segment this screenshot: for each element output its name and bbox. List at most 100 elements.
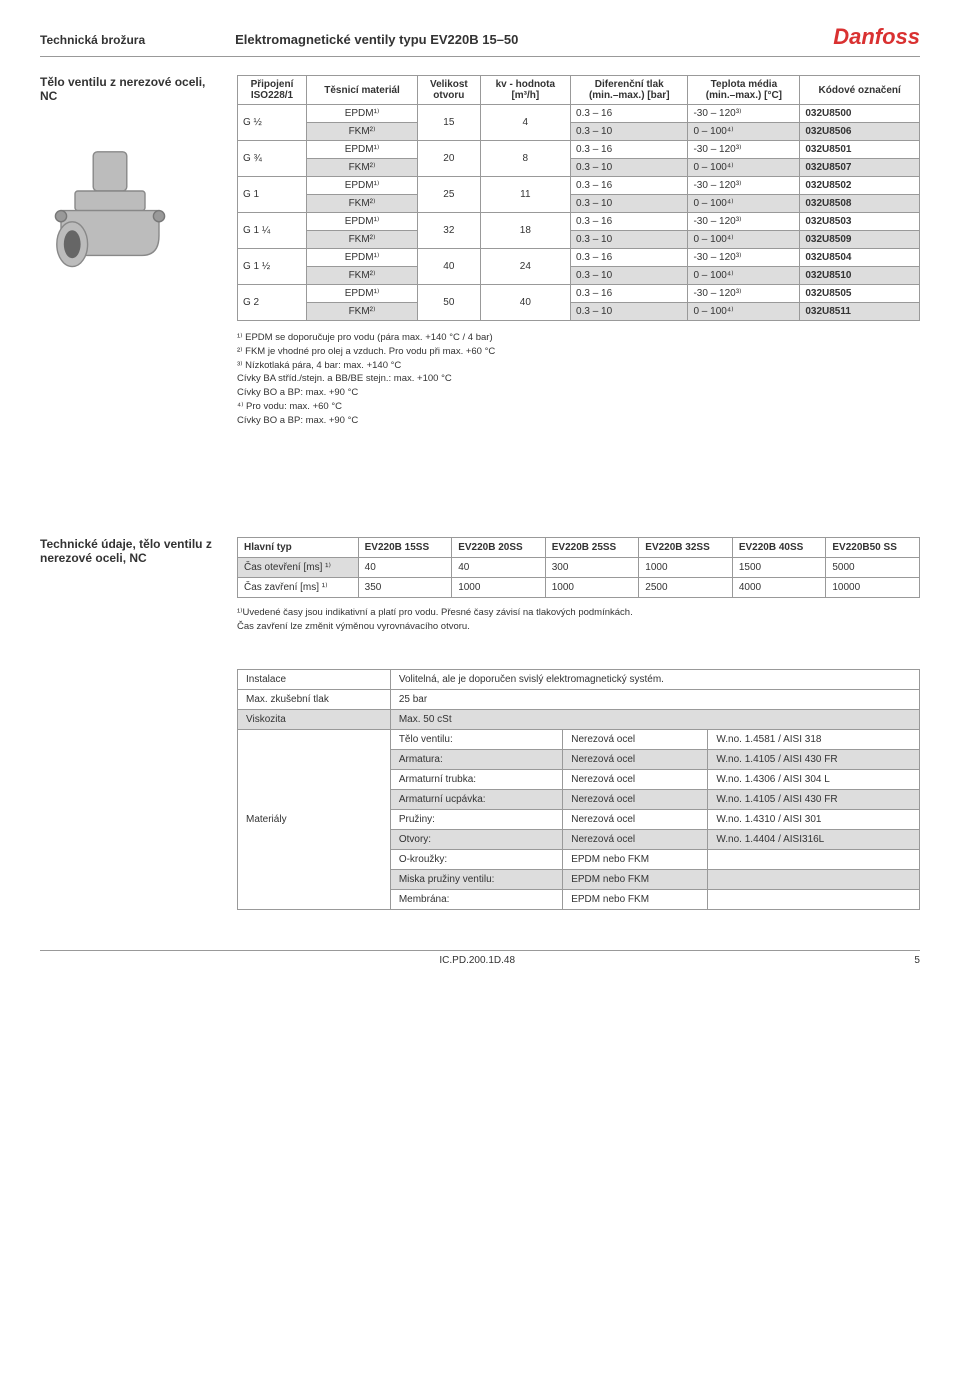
tech-table: Hlavní typEV220B 15SSEV220B 20SSEV220B 2… — [237, 537, 920, 598]
table-cell: Instalace — [238, 669, 391, 689]
table-cell: 5000 — [826, 558, 920, 578]
table-notes: ¹⁾ EPDM se doporučuje pro vodu (pára max… — [237, 331, 920, 427]
table-cell: -30 – 120³⁾ — [688, 105, 800, 123]
note3b: Cívky BO a BP: max. +90 °C — [237, 386, 920, 400]
table-cell: EPDM nebo FKM — [563, 889, 708, 909]
table-cell: 11 — [480, 177, 570, 213]
table-cell — [708, 849, 920, 869]
table-cell: 032U8508 — [800, 195, 920, 213]
table-cell: G ½ — [238, 105, 307, 141]
tech-note1: ¹⁾Uvedené časy jsou indikativní a platí … — [237, 606, 920, 619]
header-center: Elektromagnetické ventily typu EV220B 15… — [235, 32, 518, 47]
table-cell: 1500 — [732, 558, 826, 578]
table-cell: Armatura: — [390, 749, 562, 769]
table-cell: 032U8507 — [800, 159, 920, 177]
col-kv: kv - hodnota [m³/h] — [480, 76, 570, 105]
table-cell: 1000 — [639, 558, 733, 578]
table-cell: Materiály — [238, 729, 391, 909]
table-cell: 0.3 – 10 — [571, 159, 688, 177]
table-cell: Nerezová ocel — [563, 749, 708, 769]
table-cell: 0.3 – 16 — [571, 213, 688, 231]
table-cell: EPDM¹⁾ — [307, 249, 418, 267]
col-seal: Těsnicí materiál — [307, 76, 418, 105]
table-cell: -30 – 120³⁾ — [688, 249, 800, 267]
table-cell: 18 — [480, 213, 570, 249]
table-cell: W.no. 1.4310 / AISI 301 — [708, 809, 920, 829]
main-data-table: Připojení ISO228/1 Těsnicí materiál Veli… — [237, 75, 920, 321]
table-cell: G 1 — [238, 177, 307, 213]
table-cell: -30 – 120³⁾ — [688, 141, 800, 159]
table-cell: 0.3 – 10 — [571, 231, 688, 249]
page-footer: IC.PD.200.1D.48 5 — [40, 950, 920, 966]
table-cell: 032U8506 — [800, 123, 920, 141]
table-cell: 0.3 – 10 — [571, 123, 688, 141]
table-cell: EPDM nebo FKM — [563, 849, 708, 869]
table-cell: 0 – 100⁴⁾ — [688, 303, 800, 321]
table-cell: 4 — [480, 105, 570, 141]
table-cell: 40 — [452, 558, 546, 578]
col-connection: Připojení ISO228/1 — [238, 76, 307, 105]
table-cell: FKM²⁾ — [307, 195, 418, 213]
table-cell: 1000 — [452, 578, 546, 598]
note4a: Cívky BO a BP: max. +90 °C — [237, 414, 920, 428]
table-cell: Nerezová ocel — [563, 829, 708, 849]
footer-page: 5 — [914, 955, 920, 966]
table-header: Hlavní typ — [238, 538, 359, 558]
table-cell: 0.3 – 16 — [571, 177, 688, 195]
table-cell: Armaturní ucpávka: — [390, 789, 562, 809]
table-cell: G ¾ — [238, 141, 307, 177]
table-cell: 40 — [480, 285, 570, 321]
note3: ³⁾ Nízkotlaká pára, 4 bar: max. +140 °C — [237, 359, 920, 373]
table-cell: Viskozita — [238, 709, 391, 729]
page-header: Technická brožura Elektromagnetické vent… — [40, 30, 920, 57]
table-cell: Nerezová ocel — [563, 769, 708, 789]
col-size: Velikost otvoru — [418, 76, 481, 105]
table-cell: 0 – 100⁴⁾ — [688, 123, 800, 141]
table-cell: 0.3 – 10 — [571, 303, 688, 321]
table-cell: 032U8501 — [800, 141, 920, 159]
table-cell: EPDM nebo FKM — [563, 869, 708, 889]
table-header: EV220B 20SS — [452, 538, 546, 558]
table-cell: 15 — [418, 105, 481, 141]
table-cell: EPDM¹⁾ — [307, 213, 418, 231]
table-cell: 032U8511 — [800, 303, 920, 321]
table-cell: Tělo ventilu: — [390, 729, 562, 749]
footer-center: IC.PD.200.1D.48 — [439, 955, 515, 966]
col-temp: Teplota média (min.–max.) [°C] — [688, 76, 800, 105]
note1: ¹⁾ EPDM se doporučuje pro vodu (pára max… — [237, 331, 920, 345]
table-cell: 032U8510 — [800, 267, 920, 285]
table-cell: EPDM¹⁾ — [307, 285, 418, 303]
table-cell: 32 — [418, 213, 481, 249]
table-cell: W.no. 1.4581 / AISI 318 — [708, 729, 920, 749]
table-cell: Čas otevření [ms] ¹⁾ — [238, 558, 359, 578]
table-cell: O-kroužky: — [390, 849, 562, 869]
table-header: EV220B 40SS — [732, 538, 826, 558]
table-header: EV220B 15SS — [358, 538, 452, 558]
table-cell: 032U8500 — [800, 105, 920, 123]
section1-title: Tělo ventilu z nerezové oceli, NC — [40, 75, 225, 103]
logo: Danfoss — [833, 24, 920, 50]
table-cell: 8 — [480, 141, 570, 177]
table-cell: Čas zavření [ms] ¹⁾ — [238, 578, 359, 598]
table-header: EV220B 25SS — [545, 538, 639, 558]
note2: ²⁾ FKM je vhodné pro olej a vzduch. Pro … — [237, 345, 920, 359]
table-cell: 2500 — [639, 578, 733, 598]
table-header: EV220B50 SS — [826, 538, 920, 558]
table-cell: -30 – 120³⁾ — [688, 213, 800, 231]
table-cell: Otvory: — [390, 829, 562, 849]
table-cell: Volitelná, ale je doporučen svislý elekt… — [390, 669, 919, 689]
table-cell: W.no. 1.4306 / AISI 304 L — [708, 769, 920, 789]
col-diff: Diferenční tlak (min.–max.) [bar] — [571, 76, 688, 105]
table-cell: 300 — [545, 558, 639, 578]
table-cell: Nerezová ocel — [563, 729, 708, 749]
table-cell: -30 – 120³⁾ — [688, 177, 800, 195]
table-cell: Armaturní trubka: — [390, 769, 562, 789]
table-cell: 0 – 100⁴⁾ — [688, 159, 800, 177]
table-cell — [708, 889, 920, 909]
table-cell: W.no. 1.4404 / AISI316L — [708, 829, 920, 849]
table-cell: 0.3 – 16 — [571, 141, 688, 159]
table-cell: 0.3 – 16 — [571, 105, 688, 123]
table-cell: Max. 50 cSt — [390, 709, 919, 729]
table-cell: Max. zkušební tlak — [238, 689, 391, 709]
col-code: Kódové označení — [800, 76, 920, 105]
